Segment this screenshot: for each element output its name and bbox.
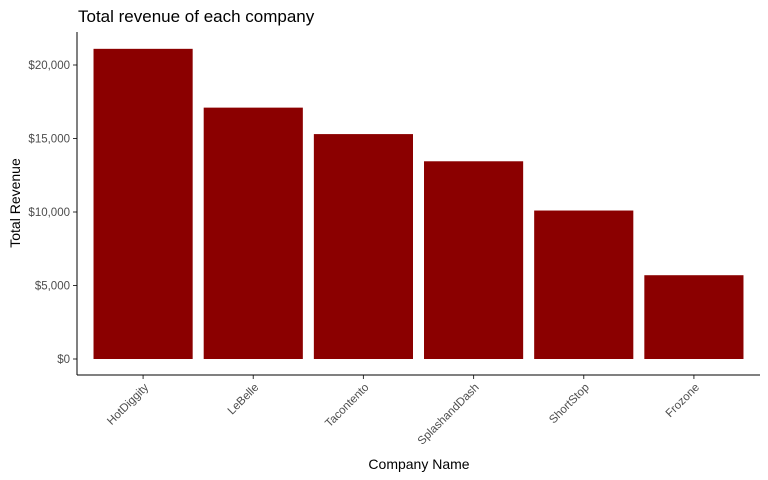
chart-title: Total revenue of each company: [78, 7, 315, 26]
x-tick-label: SplashandDash: [416, 382, 482, 448]
y-tick-label: $10,000: [28, 207, 70, 219]
bar-shortstop: [534, 210, 634, 359]
bar-hotdiggity: [93, 48, 193, 359]
bar-splashanddash: [424, 161, 524, 359]
bar-lebelle: [203, 107, 303, 359]
y-axis-ticks: $0 $5,000 $10,000 $15,000 $20,000: [28, 60, 77, 366]
y-tick-label: $15,000: [28, 134, 70, 146]
x-tick-label: LeBelle: [226, 382, 262, 418]
y-axis-title: Total Revenue: [7, 158, 23, 248]
y-tick-label: $0: [57, 354, 70, 366]
bar-tacontento: [313, 134, 413, 359]
x-tick-label: ShortStop: [547, 382, 592, 427]
bar-frozone: [644, 275, 744, 359]
x-tick-label: Frozone: [664, 382, 702, 420]
y-tick-label: $5,000: [35, 281, 70, 293]
y-tick-label: $20,000: [28, 60, 70, 72]
x-tick-label: HotDiggity: [105, 381, 151, 427]
x-tick-label: Tacontento: [323, 382, 371, 430]
x-axis-title: Company Name: [368, 456, 469, 472]
x-axis-ticks: HotDiggity LeBelle Tacontento SplashandDash…: [105, 375, 702, 448]
bars-layer: [93, 48, 744, 359]
